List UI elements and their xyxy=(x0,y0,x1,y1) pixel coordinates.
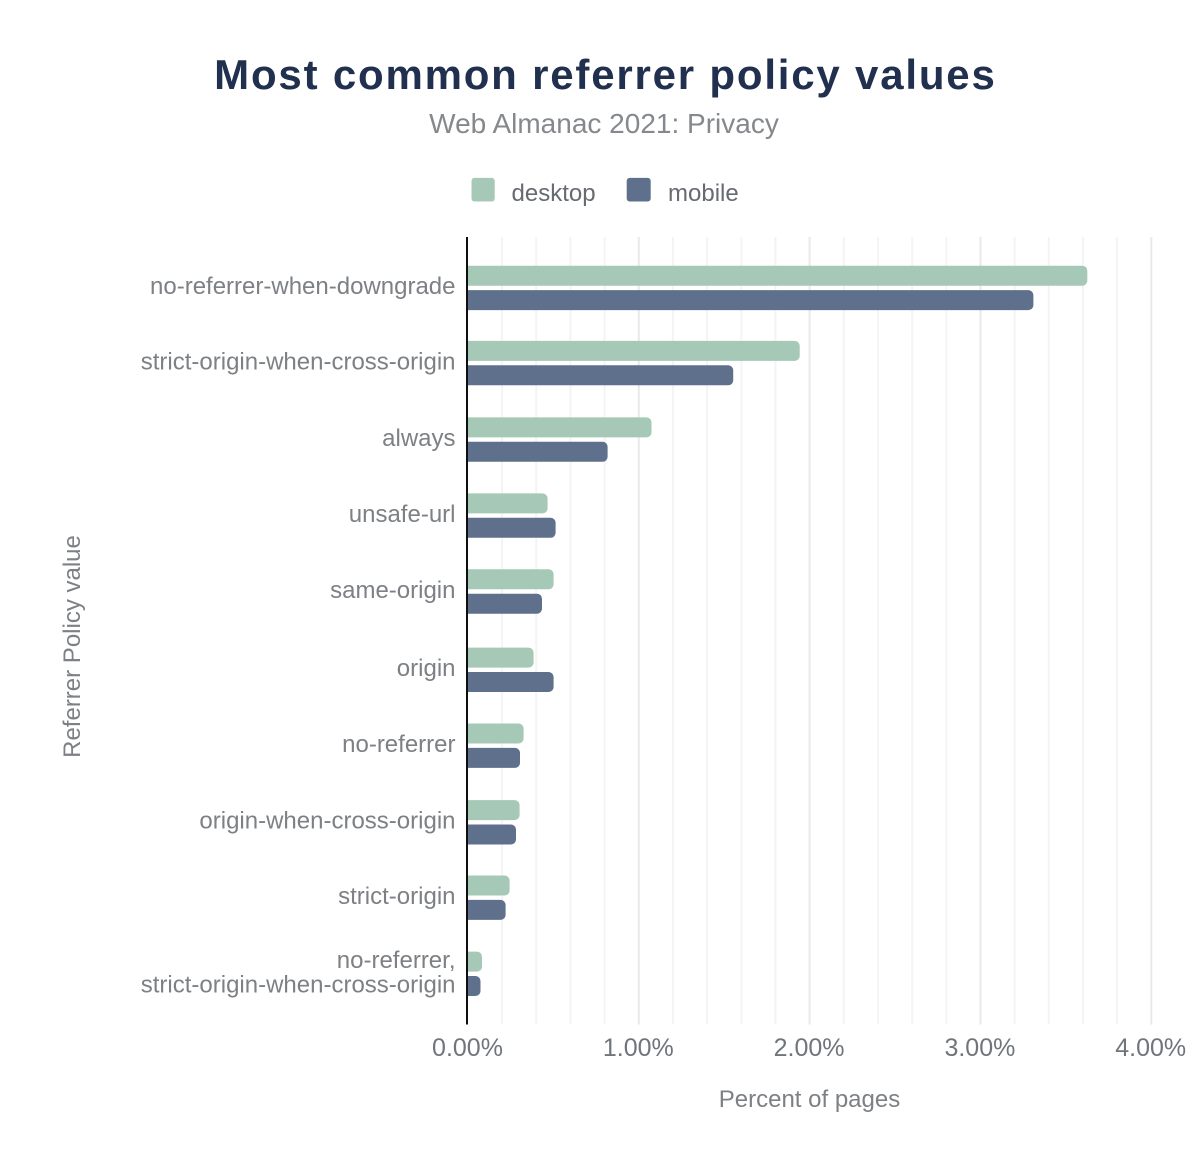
svg-text:2.00%: 2.00% xyxy=(774,1034,845,1062)
svg-text:mobile: mobile xyxy=(668,180,739,207)
svg-text:no-referrer,: no-referrer, xyxy=(337,947,456,974)
svg-text:Most common referrer policy va: Most common referrer policy values xyxy=(214,51,996,98)
svg-text:strict-origin-when-cross-origi: strict-origin-when-cross-origin xyxy=(141,349,456,376)
svg-text:always: always xyxy=(382,425,455,452)
svg-text:4.00%: 4.00% xyxy=(1115,1034,1186,1062)
svg-text:no-referrer-when-downgrade: no-referrer-when-downgrade xyxy=(150,273,455,300)
svg-text:strict-origin-when-cross-origi: strict-origin-when-cross-origin xyxy=(141,972,456,999)
svg-text:Referrer Policy value: Referrer Policy value xyxy=(59,535,86,758)
svg-text:origin-when-cross-origin: origin-when-cross-origin xyxy=(199,808,455,835)
svg-text:desktop: desktop xyxy=(512,180,596,207)
svg-text:0.00%: 0.00% xyxy=(432,1034,503,1062)
svg-text:strict-origin: strict-origin xyxy=(338,883,455,910)
svg-text:3.00%: 3.00% xyxy=(944,1034,1015,1062)
svg-text:same-origin: same-origin xyxy=(330,577,455,604)
svg-text:origin: origin xyxy=(397,655,456,682)
svg-text:Web Almanac 2021: Privacy: Web Almanac 2021: Privacy xyxy=(429,108,779,139)
svg-text:unsafe-url: unsafe-url xyxy=(349,501,456,528)
svg-text:no-referrer: no-referrer xyxy=(342,731,455,758)
svg-text:1.00%: 1.00% xyxy=(603,1034,674,1062)
svg-text:Percent of pages: Percent of pages xyxy=(719,1086,900,1113)
